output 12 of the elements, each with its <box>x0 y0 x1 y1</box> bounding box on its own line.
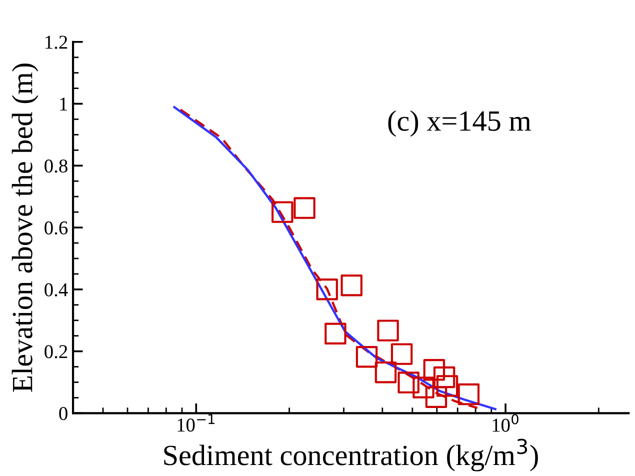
x-tick-label: 10$^{0}$ <box>492 414 518 432</box>
y-tick-label: 1.2 <box>46 36 68 49</box>
y-tick-label: 0.2 <box>44 345 68 358</box>
y-tick-label: 0 <box>59 406 68 420</box>
annotation: (c) x=145 m <box>388 110 531 137</box>
y-tick-label: 0.8 <box>44 159 68 173</box>
x-axis-title: Sediment concentration (kg/m$^{3}$) <box>164 438 538 472</box>
y-axis-title: Elevation above the bed (m) <box>12 64 38 392</box>
y-tick-label: 0.4 <box>44 283 68 296</box>
x-tick-label: 10$^{−1}$ <box>178 414 214 432</box>
y-tick-label: 1 <box>60 98 67 111</box>
y-tick-label: 0.6 <box>44 221 68 235</box>
